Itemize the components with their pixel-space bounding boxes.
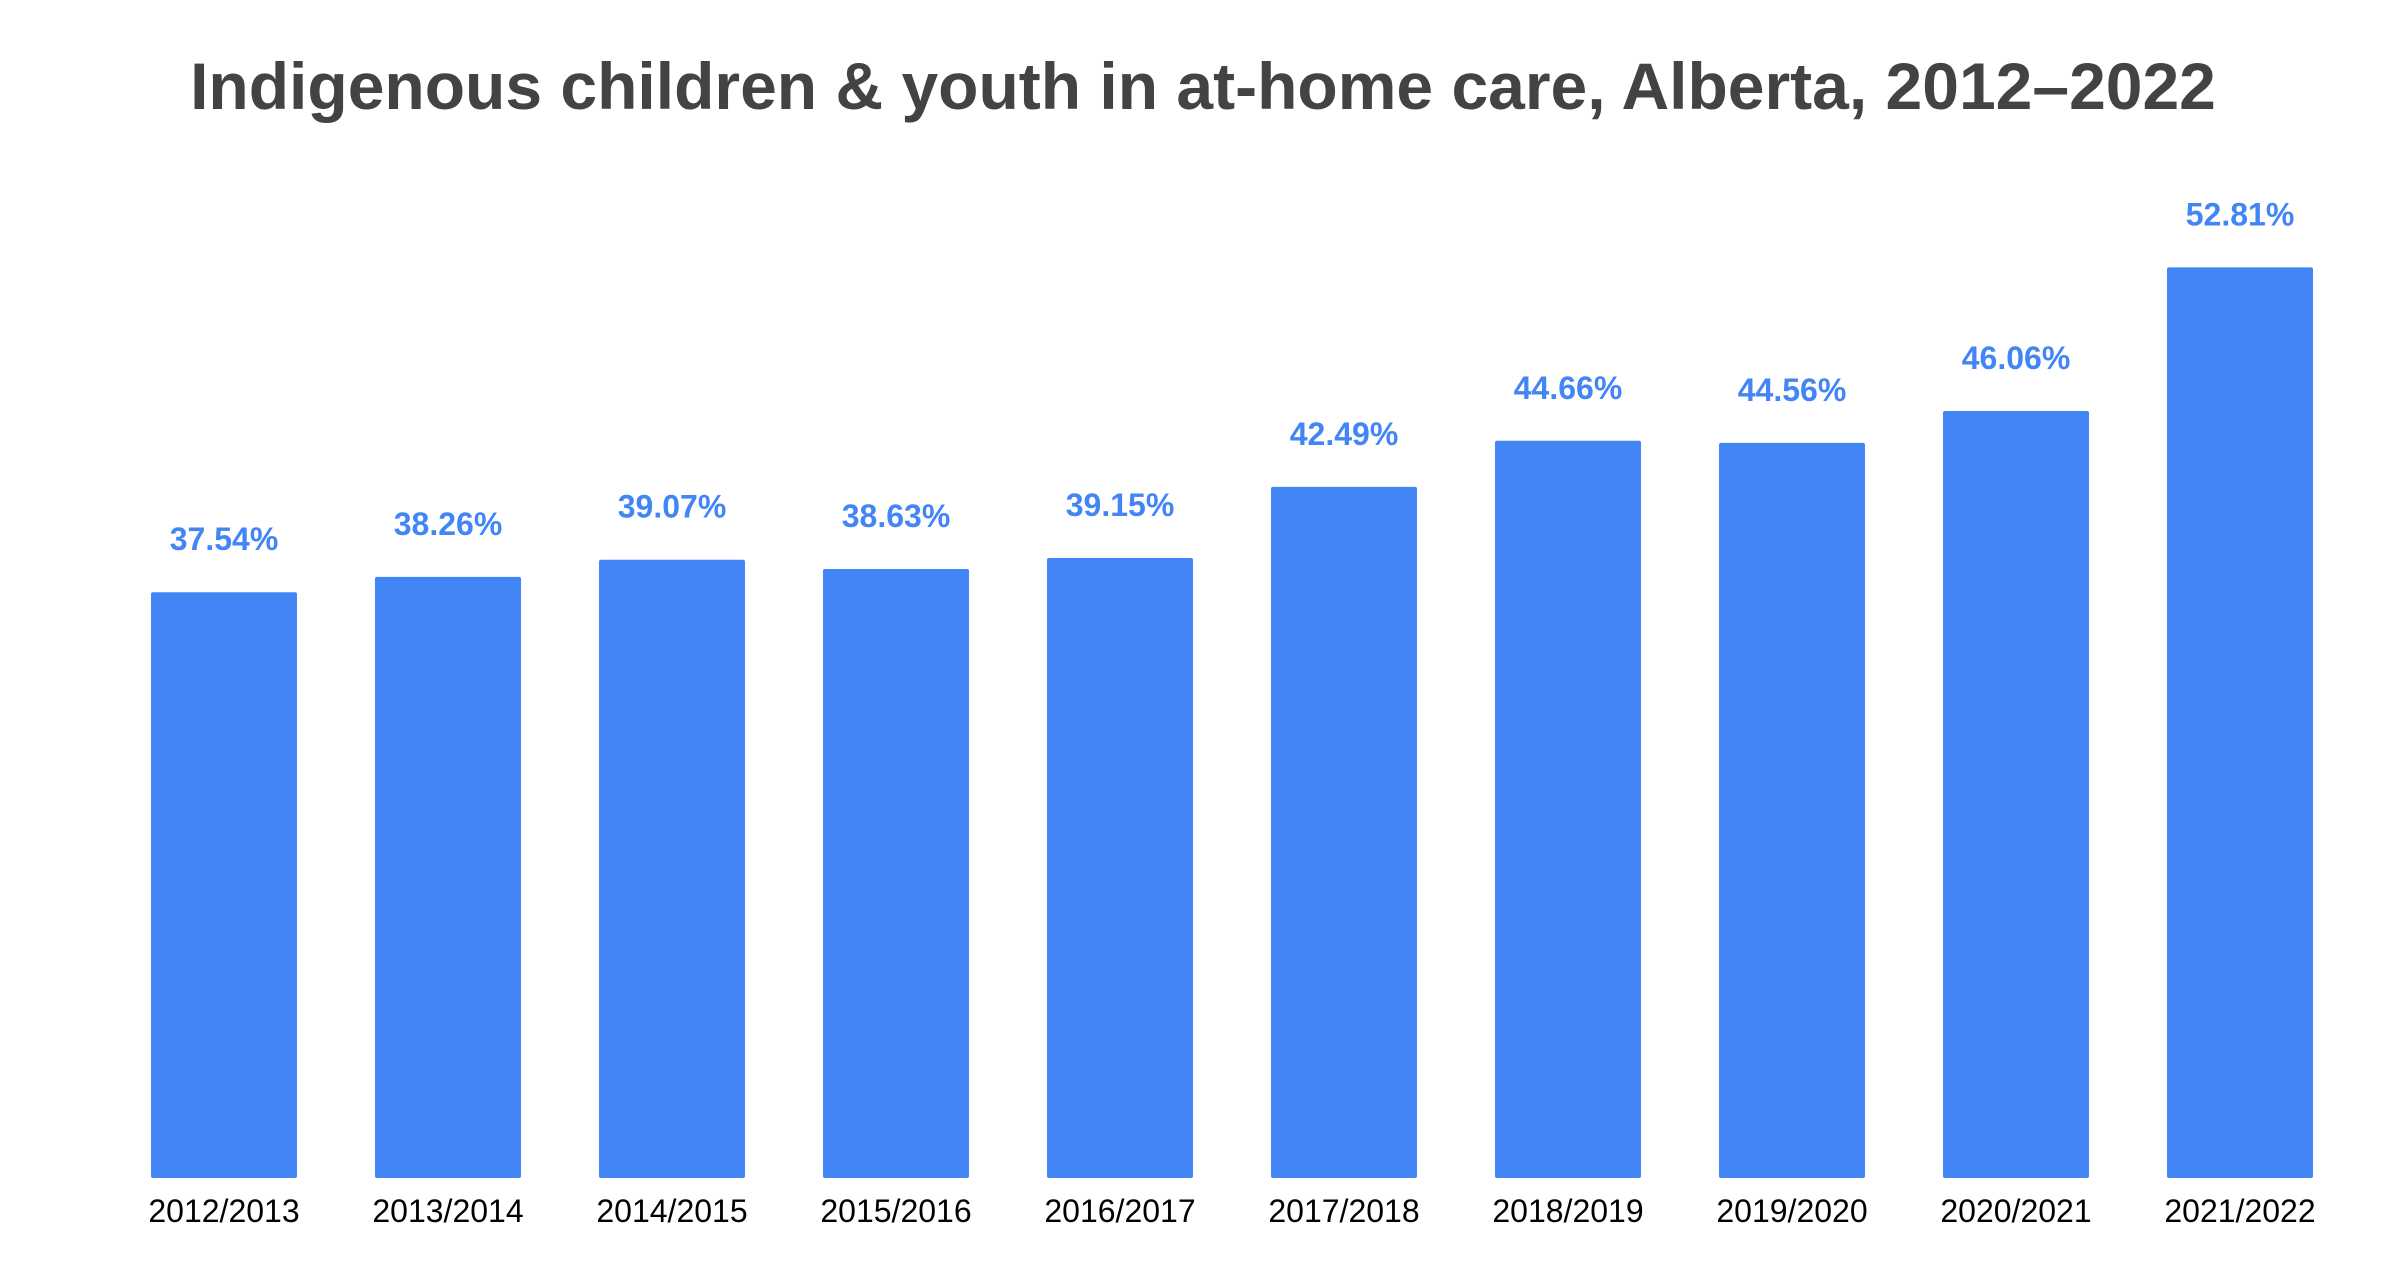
x-tick-label-2018-2019: 2018/2019 bbox=[1492, 1193, 1643, 1229]
x-tick-label-2020-2021: 2020/2021 bbox=[1940, 1193, 2091, 1229]
x-tick-label-2013-2014: 2013/2014 bbox=[372, 1193, 523, 1229]
bar-2018-2019 bbox=[1495, 440, 1641, 1178]
data-label-2019-2020: 44.56% bbox=[1738, 372, 1847, 408]
bar-2012-2013 bbox=[151, 592, 297, 1178]
x-axis-tick-labels: 2012/2013 2013/2014 2014/2015 2015/2016 2016… bbox=[148, 1193, 2315, 1229]
x-tick-label-2017-2018: 2017/2018 bbox=[1268, 1193, 1419, 1229]
bar-2020-2021 bbox=[1943, 411, 2089, 1178]
bar-2016-2017 bbox=[1047, 558, 1193, 1178]
x-tick-label-2021-2022: 2021/2022 bbox=[2164, 1193, 2315, 1229]
data-labels-group: 37.54% 38.26% 39.07% 38.63% 39.15% 42.49% 44.6… bbox=[170, 196, 2295, 557]
chart-title: Indigenous children & youth in at-home c… bbox=[190, 49, 2216, 123]
x-tick-label-2016-2017: 2016/2017 bbox=[1044, 1193, 1195, 1229]
bar-2014-2015 bbox=[599, 559, 745, 1178]
data-label-2015-2016: 38.63% bbox=[842, 498, 951, 534]
bar-2021-2022 bbox=[2167, 267, 2313, 1178]
x-tick-label-2015-2016: 2015/2016 bbox=[820, 1193, 971, 1229]
x-tick-label-2014-2015: 2014/2015 bbox=[596, 1193, 747, 1229]
data-label-2018-2019: 44.66% bbox=[1514, 370, 1623, 406]
bar-2017-2018 bbox=[1271, 486, 1417, 1178]
data-label-2012-2013: 37.54% bbox=[170, 521, 279, 557]
x-tick-label-2012-2013: 2012/2013 bbox=[148, 1193, 299, 1229]
data-label-2020-2021: 46.06% bbox=[1962, 340, 2071, 376]
x-tick-label-2019-2020: 2019/2020 bbox=[1716, 1193, 1867, 1229]
bars-group bbox=[151, 267, 2313, 1178]
data-label-2013-2014: 38.26% bbox=[394, 506, 503, 542]
data-label-2017-2018: 42.49% bbox=[1290, 416, 1399, 452]
bar-2019-2020 bbox=[1719, 442, 1865, 1178]
bar-2013-2014 bbox=[375, 576, 521, 1178]
data-label-2016-2017: 39.15% bbox=[1066, 487, 1175, 523]
data-label-2021-2022: 52.81% bbox=[2186, 196, 2295, 232]
data-label-2014-2015: 39.07% bbox=[618, 489, 727, 525]
bar-2015-2016 bbox=[823, 569, 969, 1178]
